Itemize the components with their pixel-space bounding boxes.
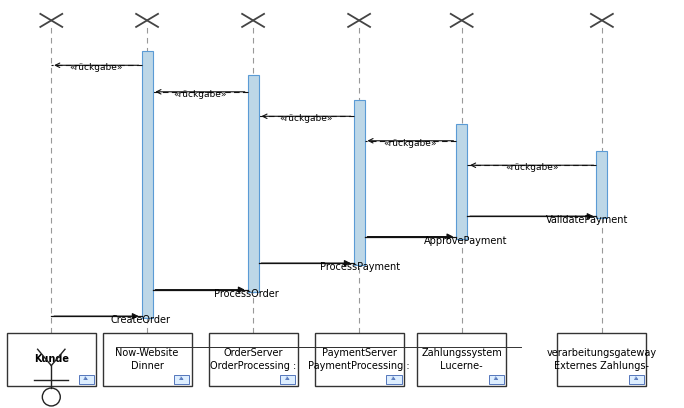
Text: Zahlungssystem: Zahlungssystem — [421, 348, 502, 357]
Bar — [315, 333, 404, 386]
Bar — [557, 333, 646, 386]
Bar — [596, 151, 607, 218]
Bar — [7, 333, 96, 386]
Text: ProcessOrder: ProcessOrder — [213, 288, 278, 299]
Text: Dinner: Dinner — [131, 361, 163, 370]
Bar — [248, 75, 259, 292]
Bar — [174, 375, 189, 384]
Text: «rückgabe»: «rückgabe» — [279, 115, 333, 124]
Text: Kunde: Kunde — [34, 354, 69, 364]
Text: ProcessPayment: ProcessPayment — [320, 262, 400, 272]
Text: OrderProcessing :: OrderProcessing : — [210, 361, 296, 370]
Bar — [142, 51, 153, 318]
Text: PaymentProcessing :: PaymentProcessing : — [308, 361, 410, 370]
Bar — [386, 375, 402, 384]
Bar — [629, 375, 644, 384]
Text: «rückgabe»: «rückgabe» — [70, 64, 123, 73]
Text: Externes Zahlungs-: Externes Zahlungs- — [555, 361, 649, 370]
Text: CreateOrder: CreateOrder — [110, 315, 170, 325]
Bar — [209, 333, 298, 386]
Bar — [456, 124, 467, 239]
Bar — [354, 100, 365, 265]
Bar — [489, 375, 504, 384]
Text: «rückgabe»: «rückgabe» — [384, 139, 437, 148]
Bar — [79, 375, 94, 384]
Bar — [103, 333, 192, 386]
Text: Lucerne-: Lucerne- — [440, 361, 483, 370]
Text: Now-Website: Now-Website — [116, 348, 179, 357]
Text: PaymentServer: PaymentServer — [321, 348, 397, 357]
Text: OrderServer: OrderServer — [224, 348, 282, 357]
Text: ApprovePayment: ApprovePayment — [424, 235, 508, 246]
Text: ValidatePayment: ValidatePayment — [546, 215, 628, 225]
Text: «rückgabe»: «rückgabe» — [505, 164, 559, 173]
Text: verarbeitungsgateway: verarbeitungsgateway — [547, 348, 657, 357]
Bar — [417, 333, 506, 386]
Text: «rückgabe»: «rückgabe» — [173, 90, 227, 99]
Bar — [280, 375, 295, 384]
